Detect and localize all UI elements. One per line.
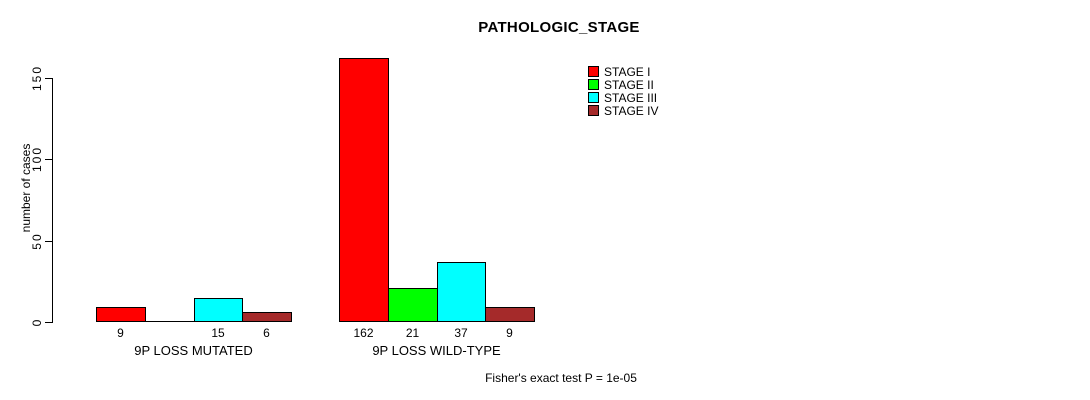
bar-9p-loss-wild-type-stage-i [339, 58, 389, 322]
bar-value-label: 9 [117, 326, 124, 340]
legend: STAGE I STAGE II STAGE III STAGE IV [588, 65, 658, 117]
legend-swatch [588, 105, 599, 116]
bar-value-label: 37 [454, 326, 468, 340]
bar-9p-loss-mutated-stage-iii [194, 298, 243, 322]
y-axis-tick-label: 50 [30, 232, 44, 250]
y-axis-line [52, 78, 53, 323]
bar-9p-loss-wild-type-stage-ii [388, 288, 438, 322]
bar-value-label: 15 [211, 326, 225, 340]
chart-title: PATHOLOGIC_STAGE [478, 19, 640, 36]
bar-value-label: 21 [405, 326, 420, 340]
y-axis-tick [45, 159, 52, 160]
legend-label: STAGE IV [604, 103, 659, 118]
y-axis-tick [45, 241, 52, 242]
legend-swatch [588, 66, 599, 77]
legend-item-stage-i: STAGE I [588, 65, 658, 78]
bar-value-label: 162 [353, 326, 374, 340]
bar-9p-loss-mutated-stage-iv [242, 312, 292, 322]
y-axis-tick-label: 0 [30, 317, 44, 327]
y-axis-tick [45, 322, 52, 323]
x-axis-group-label: 9P LOSS WILD-TYPE [372, 343, 501, 358]
bar-9p-loss-wild-type-stage-iv [485, 307, 535, 322]
bar-value-label: 9 [506, 326, 513, 340]
legend-label: STAGE II [604, 77, 654, 92]
stat-annotation: Fisher's exact test P = 1e-05 [485, 371, 637, 385]
legend-swatch [588, 79, 599, 90]
bar-9p-loss-mutated-stage-i [96, 307, 146, 322]
y-axis-tick [45, 78, 52, 79]
y-axis-tick-label: 150 [30, 64, 44, 92]
x-axis-group-label: 9P LOSS MUTATED [134, 343, 253, 358]
bar-9p-loss-wild-type-stage-iii [437, 262, 486, 322]
legend-item-stage-ii: STAGE II [588, 78, 658, 91]
legend-swatch [588, 92, 599, 103]
legend-item-stage-iv: STAGE IV [588, 104, 658, 117]
bar-value-label: 6 [263, 326, 270, 340]
legend-item-stage-iii: STAGE III [588, 91, 658, 104]
bar-9p-loss-mutated-stage-ii [145, 321, 195, 322]
y-axis-tick-label: 100 [30, 145, 44, 173]
legend-label: STAGE III [604, 90, 658, 105]
legend-label: STAGE I [604, 64, 651, 79]
